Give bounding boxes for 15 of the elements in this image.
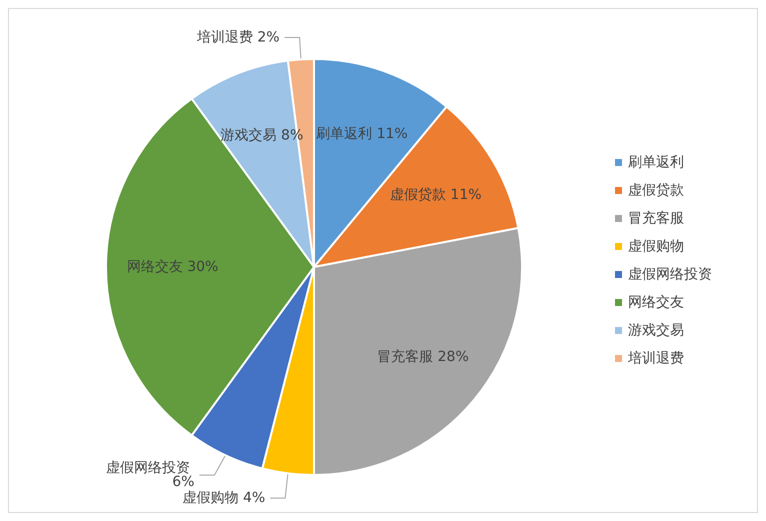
legend-label: 游戏交易 bbox=[628, 322, 684, 338]
legend-label: 网络交友 bbox=[628, 294, 684, 310]
data-label: 虚假贷款 11% bbox=[390, 187, 482, 203]
data-label: 培训退费 2% bbox=[196, 29, 280, 46]
legend-label: 刷单返利 bbox=[628, 154, 684, 170]
legend-label: 虚假贷款 bbox=[628, 182, 684, 198]
data-label: 冒充客服 28% bbox=[377, 349, 469, 366]
data-label: 网络交友 30% bbox=[126, 259, 218, 275]
legend-label: 虚假网络投资 bbox=[628, 266, 712, 282]
legend-label: 冒充客服 bbox=[628, 210, 684, 226]
legend-label: 培训退费 bbox=[627, 350, 684, 366]
data-label: 虚假购物 4% bbox=[182, 490, 266, 506]
data-label: 虚假网络投资 6% bbox=[106, 460, 194, 490]
data-label: 刷单返利 11% bbox=[316, 126, 408, 142]
legend-label: 虚假购物 bbox=[628, 238, 684, 254]
